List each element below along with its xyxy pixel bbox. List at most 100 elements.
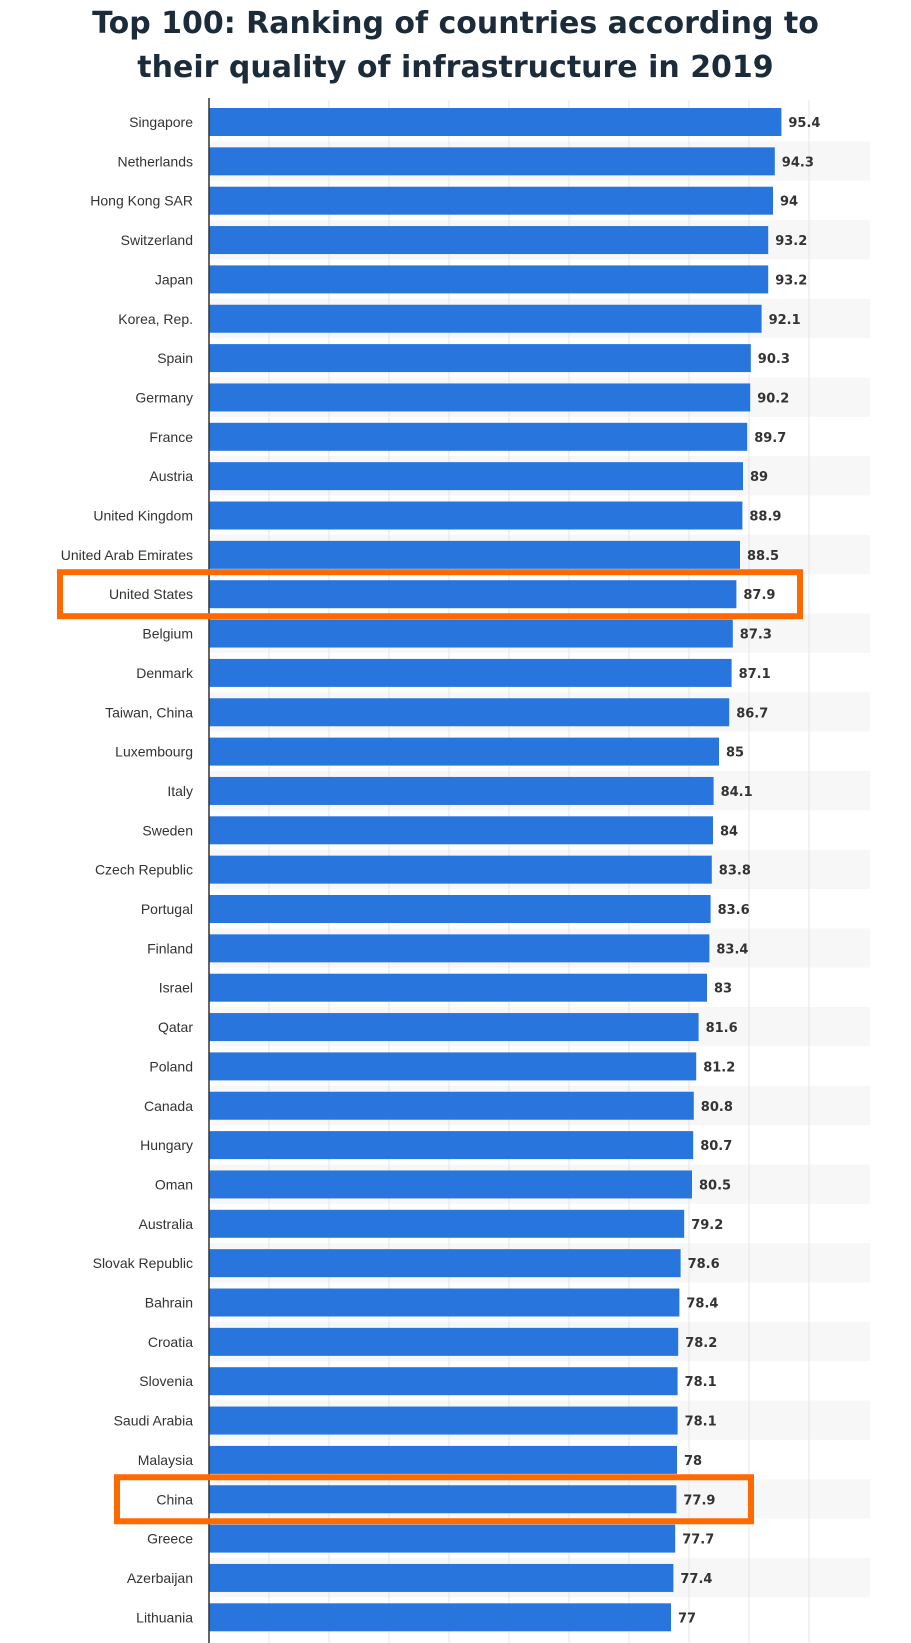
value-label: 94.3 — [782, 155, 814, 170]
highlight-box — [57, 569, 803, 620]
value-label: 83.8 — [719, 864, 751, 879]
value-label: 80.8 — [701, 1100, 733, 1115]
bar — [209, 895, 711, 923]
value-label: 84 — [720, 824, 738, 839]
bar — [209, 1013, 699, 1042]
bar — [209, 304, 762, 333]
bar — [209, 698, 730, 727]
value-label: 80.7 — [700, 1139, 732, 1154]
category-label: Switzerland — [121, 232, 193, 248]
category-label: Taiwan, China — [105, 704, 193, 720]
bar — [209, 383, 751, 412]
bar — [209, 540, 740, 569]
category-label: Italy — [167, 783, 193, 799]
bar — [209, 1485, 677, 1514]
category-label: United States — [109, 586, 193, 602]
category-label: Germany — [135, 389, 193, 405]
value-label: 83.4 — [716, 942, 748, 957]
category-label: Finland — [147, 940, 193, 956]
bar — [209, 1249, 681, 1278]
value-label: 88.5 — [747, 549, 779, 564]
bar — [209, 737, 719, 766]
value-label: 95.4 — [788, 116, 820, 131]
bar — [209, 108, 782, 136]
value-label: 78.4 — [686, 1297, 718, 1312]
bar — [209, 147, 775, 176]
value-label: 86.7 — [736, 706, 768, 721]
category-label: Poland — [149, 1058, 193, 1074]
value-label: 77 — [678, 1611, 696, 1626]
category-label: Portugal — [141, 901, 193, 917]
value-label: 93.2 — [775, 273, 807, 288]
bar — [209, 1563, 674, 1592]
bar — [209, 1209, 685, 1238]
value-label: 87.9 — [743, 588, 775, 603]
value-label: 89.7 — [754, 431, 786, 446]
bar — [209, 1052, 697, 1081]
value-label: 84.1 — [721, 785, 753, 800]
chart-title-line-1: Top 100: Ranking of countries according … — [92, 6, 819, 41]
bar — [209, 1524, 676, 1553]
category-label: Japan — [155, 271, 193, 287]
category-label: Malaysia — [138, 1452, 193, 1468]
value-label: 81.6 — [706, 1021, 738, 1036]
value-label: 92.1 — [769, 313, 801, 328]
bar — [209, 1603, 671, 1632]
value-label: 78.1 — [685, 1375, 717, 1390]
value-label: 78.2 — [685, 1336, 717, 1351]
category-label: Israel — [159, 980, 193, 996]
bar — [209, 658, 732, 687]
category-label: Spain — [157, 350, 193, 366]
category-label: Slovak Republic — [93, 1255, 193, 1271]
bar — [209, 1327, 679, 1356]
value-label: 77.7 — [682, 1533, 714, 1548]
bar — [209, 1406, 678, 1435]
category-label: Belgium — [142, 626, 193, 642]
chart-title: Top 100: Ranking of countries according … — [0, 2, 911, 90]
value-label: 89 — [750, 470, 768, 485]
value-label: 93.2 — [775, 234, 807, 249]
category-label: Australia — [139, 1216, 194, 1232]
category-label: Croatia — [148, 1334, 193, 1350]
category-label: France — [149, 429, 193, 445]
highlight-box — [114, 1474, 754, 1525]
category-label: Korea, Rep. — [118, 311, 193, 327]
value-label: 80.5 — [699, 1178, 731, 1193]
bar — [209, 619, 733, 648]
category-label: Slovenia — [139, 1373, 193, 1389]
bar — [209, 501, 743, 530]
bar — [209, 226, 769, 255]
bar — [209, 1288, 680, 1317]
category-label: Singapore — [129, 114, 193, 130]
category-label: Bahrain — [145, 1295, 193, 1311]
category-label: Oman — [155, 1176, 193, 1192]
bar — [209, 422, 748, 451]
category-label: Denmark — [136, 665, 194, 681]
category-label: Saudi Arabia — [114, 1413, 194, 1429]
value-label: 85 — [726, 746, 744, 761]
category-label: Austria — [149, 468, 193, 484]
value-label: 81.2 — [703, 1060, 735, 1075]
bar — [209, 1170, 692, 1199]
value-label: 87.1 — [739, 667, 771, 682]
bar — [209, 462, 743, 491]
value-label: 90.3 — [758, 352, 790, 367]
bar — [209, 186, 773, 215]
category-label: Netherlands — [118, 153, 194, 169]
bar — [209, 776, 714, 805]
bar — [209, 344, 751, 373]
bar — [209, 265, 769, 294]
bar — [209, 1367, 678, 1396]
chart-title-line-2: their quality of infrastructure in 2019 — [137, 50, 774, 85]
category-label: Lithuania — [136, 1609, 193, 1625]
bar — [209, 1131, 694, 1160]
value-label: 78 — [684, 1454, 702, 1469]
value-label: 87.3 — [740, 628, 772, 643]
category-label: Sweden — [142, 822, 193, 838]
value-label: 94 — [780, 195, 798, 210]
value-label: 78.1 — [685, 1415, 717, 1430]
bar — [209, 580, 737, 609]
value-label: 78.6 — [688, 1257, 720, 1272]
category-label: Luxembourg — [115, 744, 193, 760]
